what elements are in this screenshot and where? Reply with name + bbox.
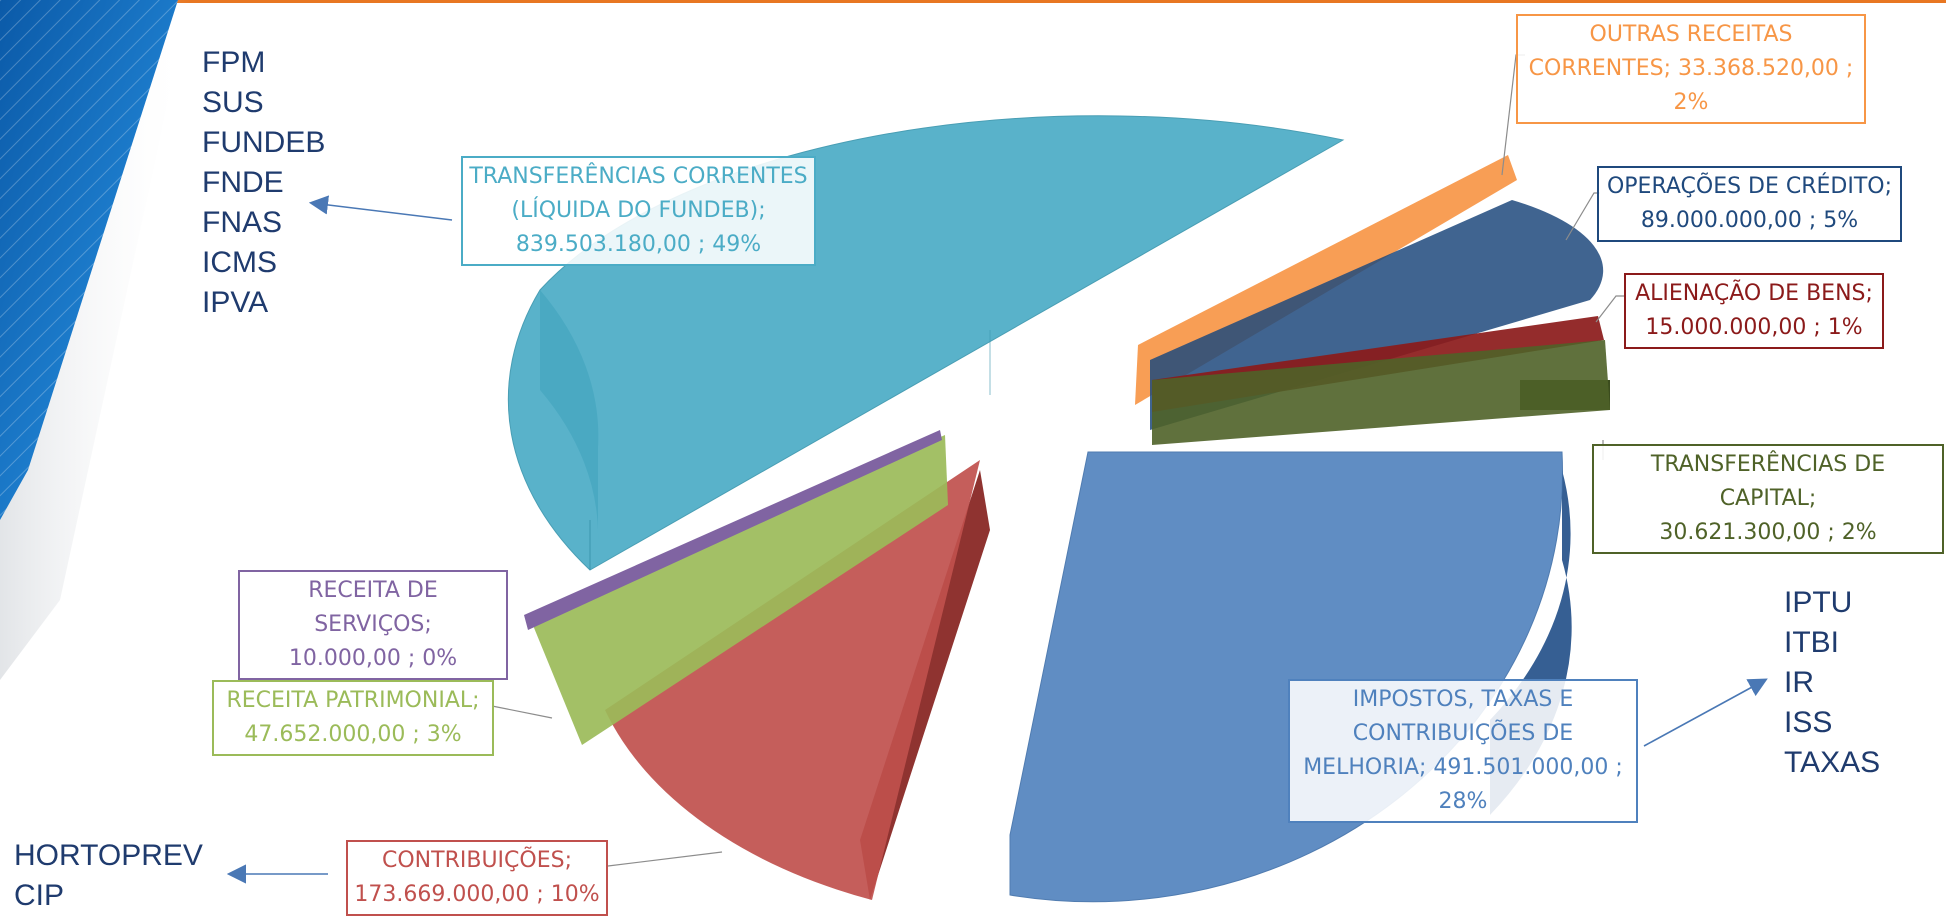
slice-label-line: RECEITA DE SERVIÇOS; [308,578,438,637]
slice-label-line: (LÍQUIDA DO FUNDEB); [511,198,766,223]
list-item: FUNDEB [202,126,326,159]
slice-label-line: IMPOSTOS, TAXAS E [1352,687,1574,712]
slice-label-line: CONTRIBUIÇÕES DE [1352,721,1574,746]
slice-label-line: TRANSFERÊNCIAS DE CAPITAL; [1650,452,1886,511]
slice-receita-patrimonial[interactable] [530,435,948,745]
list-item: IPTU [1784,586,1853,619]
contribuicoes-sources-list: HORTOPREV CIP [14,836,203,916]
list-item: HORTOPREV [14,839,203,872]
list-item: ITBI [1784,626,1840,659]
slice-label-line: 28% [1438,789,1488,814]
label-transferencias-capital: TRANSFERÊNCIAS DE CAPITAL; 30.621.300,00 … [1592,444,1944,554]
label-contribuicoes: CONTRIBUIÇÕES; 173.669.000,00 ; 10% [346,840,608,916]
label-transferencias-correntes: TRANSFERÊNCIAS CORRENTES (LÍQUIDA DO FUND… [461,156,816,266]
annotation-arrows [226,195,1768,884]
list-item: IPVA [202,286,269,319]
impostos-sources-list: IPTU ITBI IR ISS TAXAS [1784,583,1880,783]
slice-receita-servicos[interactable] [524,430,942,630]
list-item: TAXAS [1784,746,1881,779]
slice-label-line: 839.503.180,00 ; 49% [515,232,762,257]
slice-label-line: RECEITA PATRIMONIAL; [226,688,480,713]
label-alienacao-bens: ALIENAÇÃO DE BENS; 15.000.000,00 ; 1% [1624,273,1884,349]
list-item: FNDE [202,166,284,199]
slice-label-line: OPERAÇÕES DE CRÉDITO; [1606,174,1893,199]
slice-impostos[interactable] [1009,451,1563,903]
slice-label-line: 2% [1673,90,1709,115]
label-receita-patrimonial: RECEITA PATRIMONIAL; 47.652.000,00 ; 3% [212,680,494,756]
label-outras-receitas: OUTRAS RECEITAS CORRENTES; 33.368.520,00 … [1516,14,1866,124]
arrow-impostos [1643,678,1768,747]
arrow-transferencias [308,195,453,221]
list-item: FNAS [202,206,283,239]
label-operacoes-credito: OPERAÇÕES DE CRÉDITO; 89.000.000,00 ; 5% [1597,166,1902,242]
slice-label-line: TRANSFERÊNCIAS CORRENTES [469,164,808,189]
list-item: FPM [202,46,266,79]
top-accent-bar [0,0,1946,3]
slice-label-line: ALIENAÇÃO DE BENS; [1635,281,1873,306]
slice-label-line: 173.669.000,00 ; 10% [354,882,600,907]
label-receita-servicos: RECEITA DE SERVIÇOS; 10.000,00 ; 0% [238,570,508,680]
list-item: ICMS [202,246,277,279]
corner-stripes [0,0,178,520]
transferencias-sources-list: FPM SUS FUNDEB FNDE FNAS ICMS IPVA [202,43,325,323]
slice-label-line: 47.652.000,00 ; 3% [244,722,462,747]
list-item: SUS [202,86,264,119]
slice-transferencias-capital[interactable] [1152,340,1610,445]
slice-contribuicoes[interactable] [605,460,980,900]
slice-label-line: 15.000.000,00 ; 1% [1645,315,1863,340]
slice-label-line: OUTRAS RECEITAS [1589,22,1793,47]
label-impostos: IMPOSTOS, TAXAS E CONTRIBUIÇÕES DE MELHORI… [1288,679,1638,823]
slice-label-line: MELHORIA; 491.501.000,00 ; [1303,755,1623,780]
slice-label-line: 89.000.000,00 ; 5% [1640,208,1859,233]
list-item: ISS [1784,706,1833,739]
list-item: IR [1784,666,1814,699]
slice-label-line: 10.000,00 ; 0% [288,646,458,671]
slice-label-line: CORRENTES; 33.368.520,00 ; [1528,56,1854,81]
slice-label-line: 30.621.300,00 ; 2% [1659,520,1877,545]
list-item: CIP [14,879,65,912]
slice-label-line: CONTRIBUIÇÕES; [382,848,572,873]
